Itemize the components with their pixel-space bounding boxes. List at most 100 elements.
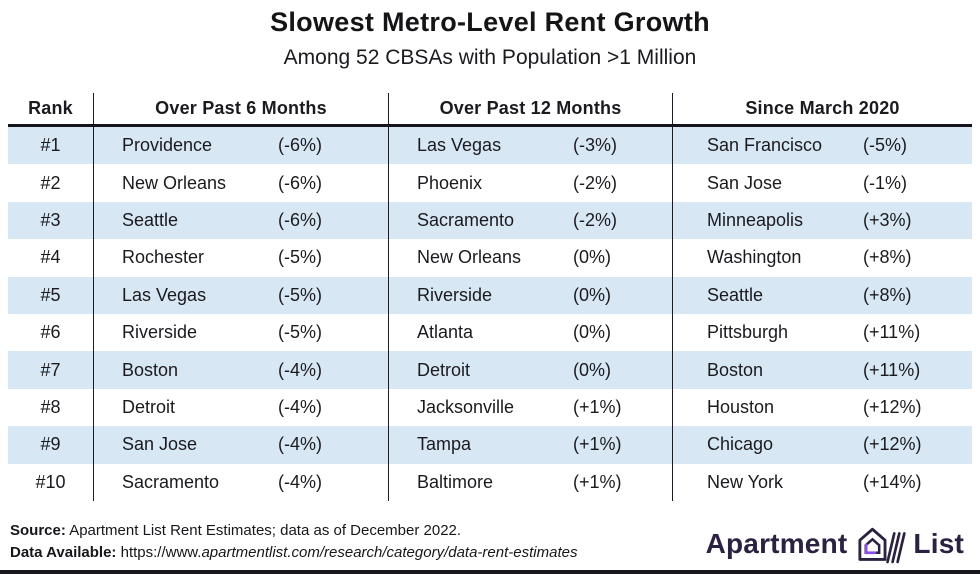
pct-value: (0%)	[573, 359, 612, 380]
city-name: Detroit	[417, 359, 471, 380]
since-march-2020-cell: Pittsburgh (+11%)	[673, 314, 972, 351]
pct-value: (+12%)	[863, 396, 922, 417]
city-name: Boston	[707, 359, 764, 380]
column-header-12-months: Over Past 12 Months	[389, 93, 673, 124]
city-name: Jacksonville	[417, 396, 515, 417]
pct-value: (-4%)	[278, 396, 322, 417]
since-march-2020-cell: Boston (+11%)	[673, 351, 972, 388]
apartment-list-logo: Apartment List	[706, 522, 964, 565]
logo-text-apartment: Apartment	[705, 527, 848, 559]
page-title: Slowest Metro-Level Rent Growth	[270, 7, 710, 37]
column-header-rank: Rank	[8, 93, 94, 124]
pct-value: (-4%)	[278, 471, 322, 492]
pct-value: (+1%)	[573, 434, 622, 455]
since-march-2020-cell: San Jose (-1%)	[673, 164, 972, 201]
since-march-2020-cell: Washington (+8%)	[673, 239, 972, 276]
rank-cell: #6	[8, 313, 94, 352]
pct-value: (+11%)	[863, 322, 921, 343]
twelve-month-cell: Sacramento (-2%)	[389, 201, 673, 240]
pct-value: (-2%)	[573, 172, 617, 193]
city-name: Minneapolis	[707, 209, 804, 230]
twelve-month-cell: Atlanta (0%)	[389, 313, 673, 352]
pct-value: (0%)	[573, 322, 612, 343]
since-march-2020-cell: New York (+14%)	[673, 464, 972, 501]
pct-value: (-4%)	[278, 359, 322, 380]
six-month-cell: New Orleans (-6%)	[94, 164, 389, 202]
column-header-since-march-2020: Since March 2020	[745, 98, 900, 118]
column-header-6-months: Over Past 6 Months	[94, 93, 389, 124]
rank-cell: #7	[8, 351, 94, 389]
since-march-2020-cell: Houston (+12%)	[673, 389, 972, 426]
six-month-cell: Detroit (-4%)	[94, 388, 389, 427]
pct-value: (-6%)	[278, 172, 322, 193]
since-march-2020-cell: San Francisco (-5%)	[673, 127, 972, 164]
apartment-list-house-icon	[858, 527, 907, 564]
six-month-cell: Las Vegas (-5%)	[94, 276, 389, 314]
table-row: #5 Las Vegas (-5%) Riverside (0%) Seattl…	[8, 276, 972, 314]
rank-cell: #3	[8, 201, 94, 240]
table-body: #1 Providence (-6%) Las Vegas (-3%) San …	[8, 127, 972, 501]
rank-cell: #2	[8, 164, 94, 202]
city-name: Pittsburgh	[707, 322, 789, 343]
twelve-month-cell: Jacksonville (+1%)	[389, 388, 673, 427]
url-path: apartmentlist.com/research/category/data…	[201, 544, 578, 561]
table-row: #8 Detroit (-4%) Jacksonville (+1%) Hous…	[8, 388, 972, 427]
title-block: Slowest Metro-Level Rent Growth Among 52…	[0, 0, 980, 70]
city-name: Seattle	[707, 284, 764, 305]
city-name: Detroit	[122, 396, 176, 417]
pct-value: (-1%)	[863, 172, 907, 193]
city-name: New Orleans	[122, 172, 227, 193]
pct-value: (-5%)	[278, 322, 322, 343]
table-row: #7 Boston (-4%) Detroit (0%) Boston (+11…	[8, 351, 972, 389]
source-label: Source:	[10, 522, 66, 539]
six-month-cell: Sacramento (-4%)	[94, 463, 389, 501]
six-month-cell: Rochester (-5%)	[94, 239, 389, 277]
city-name: Sacramento	[122, 471, 220, 492]
table-row: #2 New Orleans (-6%) Phoenix (-2%) San J…	[8, 164, 972, 202]
pct-value: (+14%)	[863, 471, 922, 492]
city-name: Riverside	[122, 322, 198, 343]
rank-cell: #5	[8, 276, 94, 314]
city-name: Rochester	[122, 247, 205, 268]
footer-notes: Source: Apartment List Rent Estimates; d…	[10, 520, 577, 564]
city-name: Riverside	[417, 284, 493, 305]
pct-value: (-3%)	[573, 135, 617, 156]
city-name: Houston	[707, 396, 775, 417]
city-name: Baltimore	[417, 471, 494, 492]
six-month-cell: San Jose (-4%)	[94, 426, 389, 464]
city-name: Tampa	[417, 434, 472, 455]
city-name: Sacramento	[417, 209, 515, 230]
twelve-month-cell: Phoenix (-2%)	[389, 164, 673, 202]
table-header-row: Rank Over Past 6 Months Over Past 12 Mon…	[8, 93, 972, 127]
pct-value: (+11%)	[863, 359, 921, 380]
data-available-line: Data Available: https://www.apartmentlis…	[10, 542, 577, 564]
six-month-cell: Providence (-6%)	[94, 127, 389, 165]
twelve-month-cell: Riverside (0%)	[389, 276, 673, 314]
page-subtitle: Among 52 CBSAs with Population >1 Millio…	[283, 46, 697, 69]
pct-value: (0%)	[573, 284, 612, 305]
rank-cell: #8	[8, 388, 94, 427]
six-month-cell: Riverside (-5%)	[94, 313, 389, 352]
city-name: New Orleans	[417, 247, 522, 268]
pct-value: (-6%)	[278, 209, 322, 230]
table-row: #10 Sacramento (-4%) Baltimore (+1%) New…	[8, 463, 972, 501]
city-name: San Jose	[122, 434, 198, 455]
six-month-cell: Seattle (-6%)	[94, 201, 389, 240]
pct-value: (0%)	[573, 247, 612, 268]
source-text: Apartment List Rent Estimates; data as o…	[65, 522, 462, 539]
pct-value: (-5%)	[278, 284, 322, 305]
table-row: #1 Providence (-6%) Las Vegas (-3%) San …	[8, 127, 972, 165]
twelve-month-cell: Baltimore (+1%)	[389, 463, 673, 501]
rank-cell: #9	[8, 426, 94, 464]
city-name: San Francisco	[707, 135, 823, 156]
city-name: Boston	[122, 359, 179, 380]
logo-text-list: List	[913, 527, 964, 559]
pct-value: (+8%)	[863, 284, 912, 305]
table-row: #9 San Jose (-4%) Tampa (+1%) Chicago (+…	[8, 426, 972, 464]
city-name: Phoenix	[417, 172, 483, 193]
twelve-month-cell: New Orleans (0%)	[389, 239, 673, 277]
city-name: San Jose	[707, 172, 783, 193]
pct-value: (-5%)	[278, 247, 322, 268]
pct-value: (+1%)	[573, 471, 622, 492]
table-row: #6 Riverside (-5%) Atlanta (0%) Pittsbur…	[8, 313, 972, 352]
